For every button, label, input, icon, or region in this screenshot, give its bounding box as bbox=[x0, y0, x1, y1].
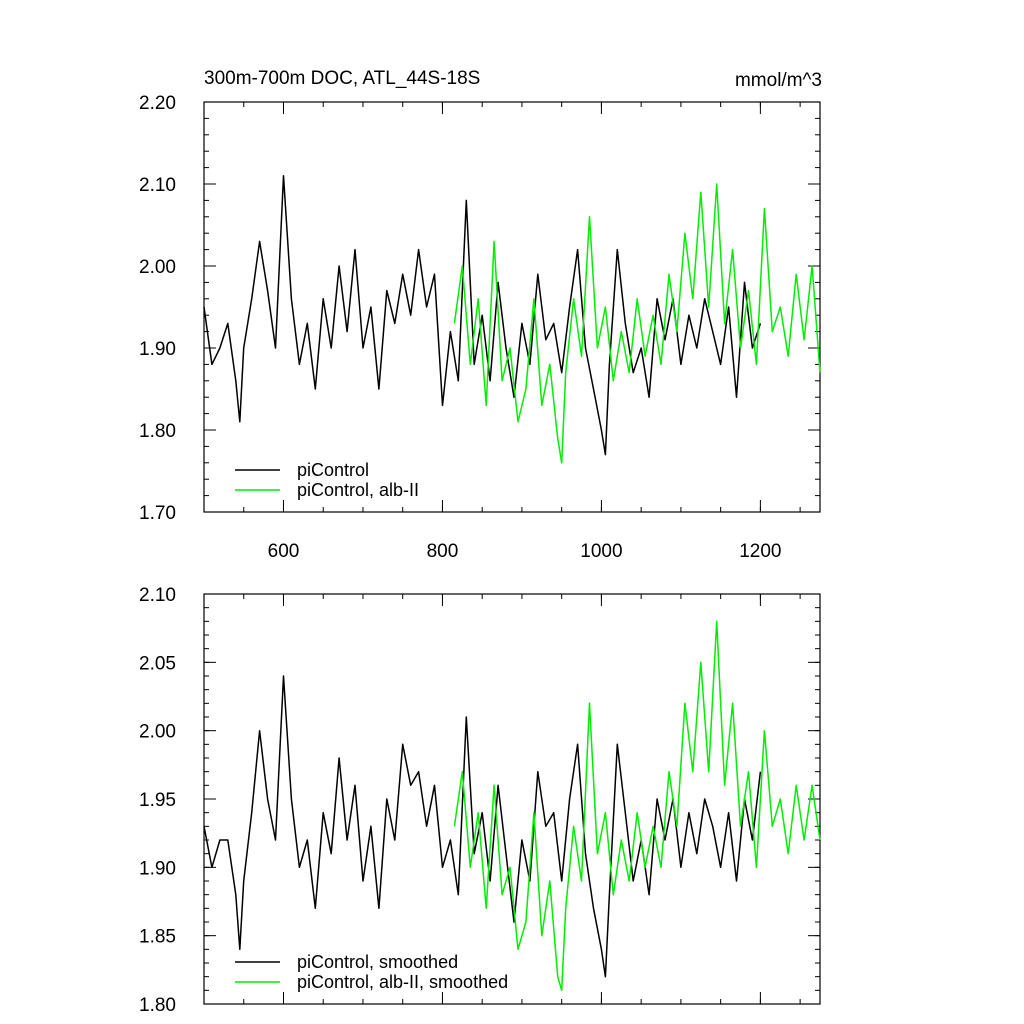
legend-label: piControl, alb-II, smoothed bbox=[297, 972, 508, 992]
x-tick-label: 800 bbox=[427, 541, 459, 562]
x-tick-label: 1000 bbox=[580, 541, 622, 562]
y-tick-label: 1.90 bbox=[139, 858, 176, 879]
y-tick-label: 2.10 bbox=[139, 585, 176, 606]
series-line-0 bbox=[203, 175, 762, 456]
series-line-1 bbox=[453, 620, 821, 992]
y-tick-label: 1.80 bbox=[139, 995, 176, 1016]
y-tick-label: 2.10 bbox=[139, 175, 176, 196]
top-panel: 1.70 1.80 1.90 2.00 2.10 2.20 600 800 1000 1200 pi… bbox=[139, 93, 821, 562]
plot-frame bbox=[203, 593, 821, 1005]
y-tick-label: 1.70 bbox=[139, 503, 176, 524]
y-tick-label: 2.00 bbox=[139, 722, 176, 743]
y-tick-label: 2.05 bbox=[139, 653, 176, 674]
x-tick-label: 600 bbox=[268, 541, 300, 562]
chart-units: mmol/m^3 bbox=[735, 70, 822, 91]
x-tick-label: 1200 bbox=[739, 541, 781, 562]
y-tick-label: 1.90 bbox=[139, 339, 176, 360]
y-tick-label: 1.80 bbox=[139, 421, 176, 442]
y-tick-label: 1.95 bbox=[139, 790, 176, 811]
y-tick-label: 2.00 bbox=[139, 257, 176, 278]
y-tick-label: 1.85 bbox=[139, 927, 176, 948]
y-tick-label: 2.20 bbox=[139, 93, 176, 114]
legend-label: piControl, alb-II bbox=[297, 480, 419, 500]
legend-label: piControl bbox=[297, 460, 369, 480]
legend-label: piControl, smoothed bbox=[297, 952, 458, 972]
series-line-0 bbox=[203, 675, 762, 978]
chart-title: 300m-700m DOC, ATL_44S-18S bbox=[204, 68, 480, 89]
plot-frame bbox=[203, 101, 821, 513]
bottom-panel: 1.80 1.85 1.90 1.95 2.00 2.05 2.10 piControl, s… bbox=[139, 585, 821, 1016]
series-line-1 bbox=[453, 183, 821, 464]
